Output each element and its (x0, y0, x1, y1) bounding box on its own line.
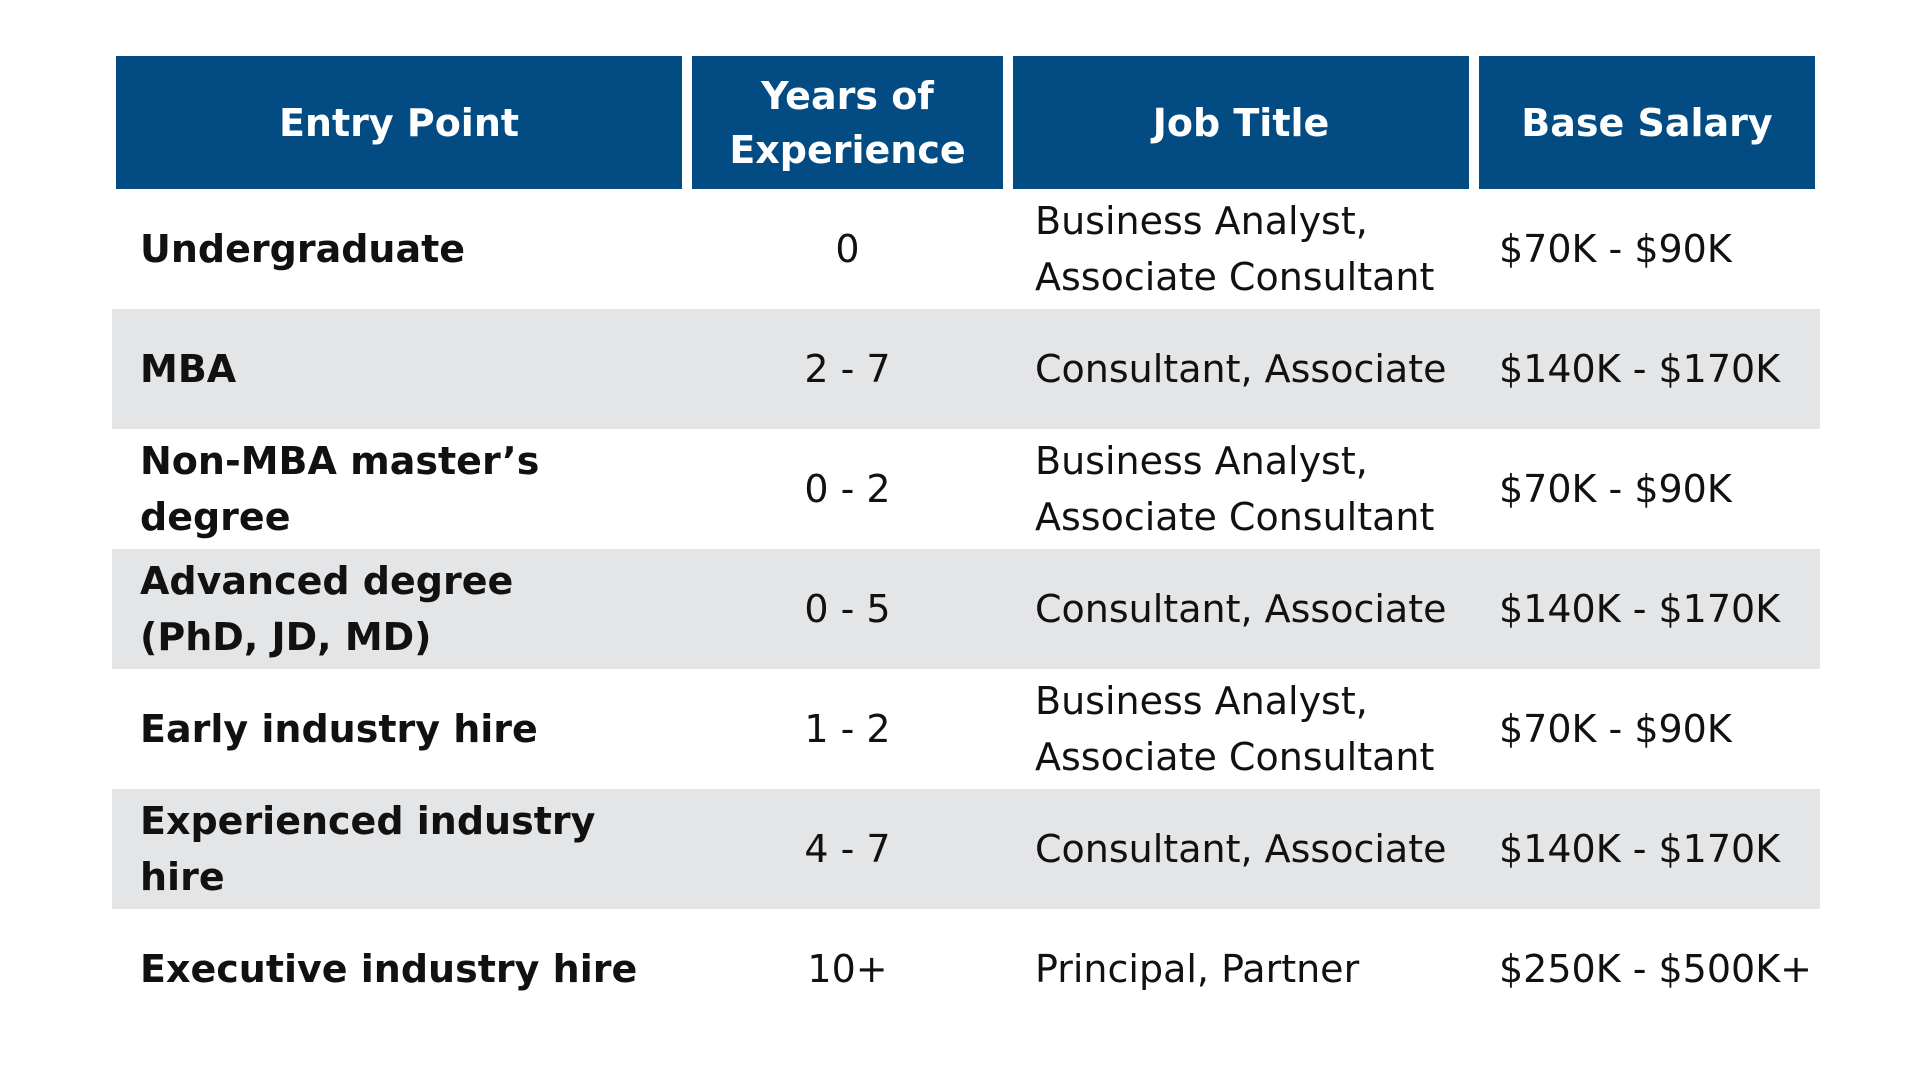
salary-text: $70K - $90K (1499, 227, 1732, 271)
header-entry-point: Entry Point (116, 56, 682, 189)
salary-cell: $70K - $90K (1479, 189, 1815, 309)
entry-point-text: MBA (140, 347, 237, 391)
salary-cell: $70K - $90K (1479, 669, 1815, 789)
job-title-text: Consultant, Associate (1035, 827, 1447, 871)
years-cell: 2 - 7 (692, 309, 1003, 429)
years-cell: 4 - 7 (692, 789, 1003, 909)
job-title-text: Business Analyst, Associate Consultant (1035, 199, 1435, 299)
entry-point-cell: Experienced industry hire (116, 789, 682, 909)
salary-cell: $70K - $90K (1479, 429, 1815, 549)
header-years-of-experience-label: Years of Experience (729, 73, 966, 172)
salary-text: $140K - $170K (1499, 587, 1781, 631)
job-title-text: Business Analyst, Associate Consultant (1035, 439, 1435, 539)
years-text: 10+ (807, 947, 888, 991)
salary-cell: $140K - $170K (1479, 549, 1815, 669)
header-job-title-label: Job Title (1152, 100, 1330, 145)
entry-point-cell: Advanced degree (PhD, JD, MD) (116, 549, 682, 669)
table-body: Undergraduate 0 Business Analyst, Associ… (112, 189, 1820, 1029)
entry-point-cell: MBA (116, 309, 682, 429)
job-title-cell: Business Analyst, Associate Consultant (1013, 189, 1469, 309)
job-title-cell: Business Analyst, Associate Consultant (1013, 669, 1469, 789)
job-title-text: Business Analyst, Associate Consultant (1035, 679, 1435, 779)
job-title-cell: Consultant, Associate (1013, 789, 1469, 909)
entry-point-text: Early industry hire (140, 707, 538, 751)
job-title-text: Consultant, Associate (1035, 347, 1447, 391)
header-base-salary-label: Base Salary (1521, 100, 1773, 145)
years-cell: 0 (692, 189, 1003, 309)
table-row: Non-MBA master’s degree 0 - 2 Business A… (116, 429, 1816, 549)
years-text: 0 - 2 (804, 467, 891, 511)
entry-point-text: Executive industry hire (140, 947, 638, 991)
years-text: 4 - 7 (804, 827, 891, 871)
job-title-text: Consultant, Associate (1035, 587, 1447, 631)
entry-point-text: Undergraduate (140, 227, 466, 271)
table-row: Executive industry hire 10+ Principal, P… (116, 909, 1816, 1029)
table-row: Advanced degree (PhD, JD, MD) 0 - 5 Cons… (112, 549, 1820, 669)
years-cell: 0 - 2 (692, 429, 1003, 549)
job-title-cell: Consultant, Associate (1013, 309, 1469, 429)
years-cell: 1 - 2 (692, 669, 1003, 789)
entry-point-text: Non-MBA master’s degree (140, 439, 540, 539)
entry-point-cell: Early industry hire (116, 669, 682, 789)
salary-text: $140K - $170K (1499, 347, 1781, 391)
years-cell: 10+ (692, 909, 1003, 1029)
header-base-salary: Base Salary (1479, 56, 1815, 189)
table-row: Experienced industry hire 4 - 7 Consulta… (112, 789, 1820, 909)
job-title-cell: Business Analyst, Associate Consultant (1013, 429, 1469, 549)
entry-point-cell: Non-MBA master’s degree (116, 429, 682, 549)
table-row: Early industry hire 1 - 2 Business Analy… (116, 669, 1816, 789)
header-entry-point-label: Entry Point (278, 100, 520, 145)
job-title-text: Principal, Partner (1035, 947, 1360, 991)
years-text: 0 (835, 227, 860, 271)
header-job-title: Job Title (1013, 56, 1469, 189)
salary-text: $140K - $170K (1499, 827, 1781, 871)
years-cell: 0 - 5 (692, 549, 1003, 669)
table-header-row: Entry Point Years of Experience Job Titl… (116, 56, 1816, 189)
years-text: 1 - 2 (804, 707, 891, 751)
salary-table: Entry Point Years of Experience Job Titl… (112, 56, 1820, 1029)
years-text: 2 - 7 (804, 347, 891, 391)
salary-text: $70K - $90K (1499, 707, 1732, 751)
entry-point-text: Experienced industry hire (140, 799, 596, 899)
salary-cell: $140K - $170K (1479, 789, 1815, 909)
job-title-cell: Principal, Partner (1013, 909, 1469, 1029)
salary-text: $70K - $90K (1499, 467, 1732, 511)
salary-text: $250K - $500K+ (1499, 947, 1812, 991)
job-title-cell: Consultant, Associate (1013, 549, 1469, 669)
years-text: 0 - 5 (804, 587, 891, 631)
entry-point-cell: Undergraduate (116, 189, 682, 309)
entry-point-text: Advanced degree (PhD, JD, MD) (140, 559, 514, 659)
header-years-of-experience: Years of Experience (692, 56, 1003, 189)
entry-point-cell: Executive industry hire (116, 909, 682, 1029)
salary-cell: $140K - $170K (1479, 309, 1815, 429)
table-row: Undergraduate 0 Business Analyst, Associ… (116, 189, 1816, 309)
salary-cell: $250K - $500K+ (1479, 909, 1815, 1029)
table-row: MBA 2 - 7 Consultant, Associate $140K - … (112, 309, 1820, 429)
